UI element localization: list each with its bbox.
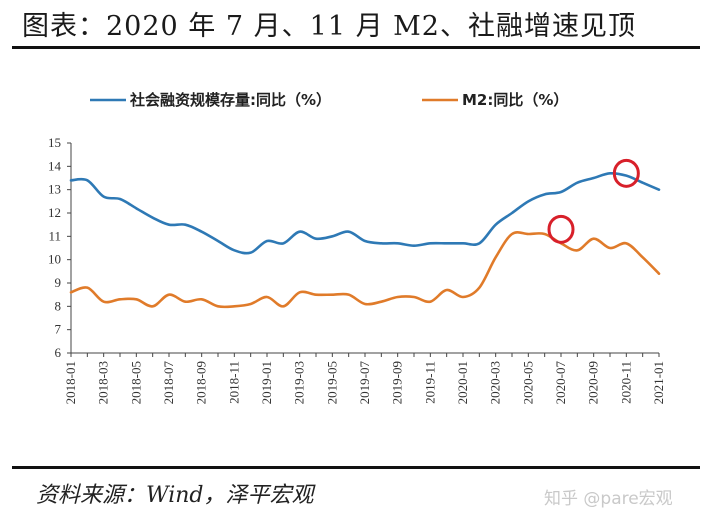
x-tick-label: 2018-09	[194, 361, 209, 404]
highlight-circle	[547, 214, 575, 244]
y-tick-label: 14	[48, 158, 62, 173]
y-tick-label: 12	[48, 205, 61, 220]
x-tick-label: 2020-07	[553, 361, 568, 405]
x-tick-label: 2019-11	[422, 361, 437, 404]
x-tick-label: 2019-07	[357, 361, 372, 405]
chart-title: 图表：2020 年 7 月、11 月 M2、社融增速见顶	[22, 11, 636, 42]
highlight-markers	[547, 158, 640, 244]
top-rule	[12, 46, 700, 49]
series-line-m2	[69, 230, 661, 309]
x-tick-label: 2018-11	[226, 361, 241, 404]
series-line-social-financing	[69, 171, 661, 255]
y-tick-label: 13	[48, 182, 61, 197]
legend: 社会融资规模存量:同比（%） M2:同比（%）	[90, 91, 568, 109]
highlight-circle	[612, 158, 640, 188]
legend-label: M2:同比（%）	[462, 91, 568, 109]
y-tick-label: 7	[55, 322, 62, 337]
y-tick-label: 8	[55, 298, 62, 313]
y-tick-label: 6	[55, 345, 62, 360]
series-lines	[69, 171, 661, 309]
x-tick-label: 2019-09	[390, 361, 405, 404]
x-tick-label: 2019-03	[292, 361, 307, 404]
axes: 6 7 8 9 10 11 12 13 14 15 2018-01 2018-03 2018-05 201…	[48, 135, 666, 404]
line-chart: 社会融资规模存量:同比（%） M2:同比（%） 6 7 8 9 10 11 12 13 14 15 2…	[48, 91, 666, 404]
x-tick-label: 2020-09	[586, 361, 601, 404]
x-tick-label: 2018-03	[96, 361, 111, 404]
y-tick-label: 15	[48, 135, 61, 150]
watermark: 知乎 @pare宏观	[544, 489, 673, 509]
x-tick-label: 2018-07	[161, 361, 176, 405]
y-tick-label: 10	[48, 252, 61, 267]
x-tick-label: 2018-01	[63, 361, 78, 404]
source-note: 资料来源：Wind，泽平宏观	[36, 483, 314, 508]
x-tick-label: 2019-05	[324, 361, 339, 404]
x-tick-label: 2018-05	[128, 361, 143, 404]
bottom-rule	[12, 466, 700, 469]
x-tick-label: 2020-01	[455, 361, 470, 404]
x-tick-label: 2021-01	[651, 361, 666, 404]
y-tick-label: 11	[48, 228, 61, 243]
legend-label: 社会融资规模存量:同比（%）	[129, 91, 331, 109]
x-tick-label: 2019-01	[259, 361, 274, 404]
x-tick-label: 2020-11	[618, 361, 633, 404]
x-tick-label: 2020-05	[520, 361, 535, 404]
y-tick-label: 9	[55, 275, 62, 290]
x-tick-label: 2020-03	[488, 361, 503, 404]
